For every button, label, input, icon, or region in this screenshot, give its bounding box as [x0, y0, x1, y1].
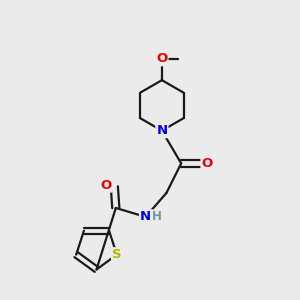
Text: O: O [201, 157, 213, 170]
Text: N: N [140, 210, 151, 224]
Text: H: H [152, 210, 162, 224]
Text: N: N [156, 124, 167, 137]
Text: O: O [100, 178, 112, 192]
Text: O: O [156, 52, 167, 65]
Text: S: S [112, 248, 122, 261]
